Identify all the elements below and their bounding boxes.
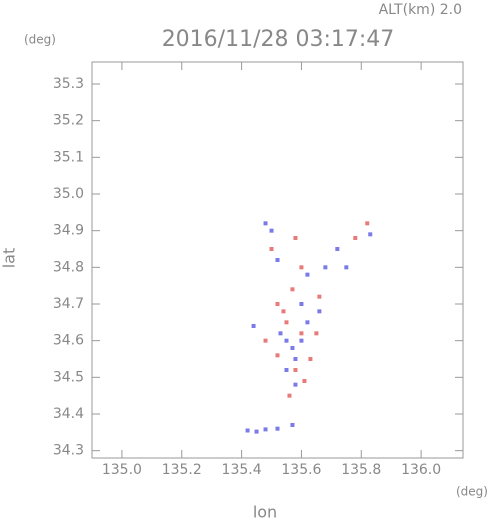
echo-pixel <box>254 429 259 434</box>
echo-pixel <box>353 236 358 240</box>
echo-pixel <box>269 228 274 233</box>
y-tick-label: 34.7 <box>53 296 84 312</box>
y-tick-label: 34.5 <box>53 369 84 385</box>
echo-pixel <box>305 272 310 277</box>
y-tick-label: 34.9 <box>53 223 84 239</box>
echo-pixel <box>365 221 370 226</box>
echo-pixel <box>263 427 268 432</box>
echo-pixel <box>275 353 280 358</box>
echo-pixel <box>284 368 289 372</box>
echo-pixel <box>245 428 250 433</box>
echo-pixel <box>293 368 298 372</box>
echo-pixel <box>293 382 298 387</box>
x-tick-label: 135.8 <box>341 462 381 478</box>
y-axis-label: lat <box>0 248 19 269</box>
echo-pixel <box>299 302 304 306</box>
echo-pixel <box>251 324 256 328</box>
x-tick-label: 135.0 <box>102 462 142 478</box>
subtitle: ALT(km) 2.0 <box>379 2 462 18</box>
echo-pixel <box>275 426 280 431</box>
echo-pixel <box>299 338 304 343</box>
y-tick-label: 34.6 <box>53 333 84 349</box>
echo-pixel <box>368 232 373 237</box>
echo-pixel <box>305 320 310 325</box>
echo-pixel <box>263 221 268 226</box>
echo-pixel <box>290 346 295 350</box>
echo-pixel <box>263 338 268 343</box>
y-unit: (deg) <box>24 33 56 47</box>
echo-pixel <box>290 287 295 292</box>
echo-pixel <box>275 258 280 262</box>
x-axis-label: lon <box>253 503 277 521</box>
y-tick-label: 34.4 <box>53 406 84 422</box>
echo-pixel <box>290 423 295 427</box>
y-tick-label: 35.1 <box>53 149 84 165</box>
y-tick-label: 35.0 <box>53 186 84 202</box>
x-tick-label: 135.2 <box>162 462 202 478</box>
x-unit: (deg) <box>456 485 488 499</box>
y-tick-label: 35.2 <box>53 113 84 129</box>
echo-pixel <box>302 379 307 383</box>
x-tick-label: 136.0 <box>401 462 441 478</box>
echo-pixel <box>278 331 283 336</box>
echo-pixel <box>335 247 340 251</box>
echo-pixel <box>269 247 274 251</box>
echo-pixel <box>293 236 298 240</box>
echo-pixel <box>299 331 304 336</box>
y-tick-label: 34.3 <box>53 443 84 459</box>
y-tick-label: 35.3 <box>53 76 84 92</box>
echo-pixel <box>308 357 313 361</box>
x-tick-label: 135.4 <box>222 462 262 478</box>
echo-pixel <box>323 265 328 270</box>
chart-title: 2016/11/28 03:17:47 <box>162 27 395 52</box>
echo-pixel <box>293 357 298 361</box>
echo-pixel <box>287 393 292 398</box>
y-tick-label: 34.8 <box>53 259 84 275</box>
echo-pixel <box>317 309 322 314</box>
echo-pixel <box>314 331 319 336</box>
echo-pixel <box>275 302 280 306</box>
x-tick-label: 135.6 <box>281 462 321 478</box>
echo-pixel <box>284 338 289 343</box>
plot-frame <box>91 61 464 459</box>
echo-pixel <box>344 265 349 270</box>
echo-pixel <box>299 265 304 270</box>
echo-pixel <box>284 320 289 325</box>
echo-pixel <box>281 309 286 314</box>
echo-pixel <box>317 294 322 299</box>
